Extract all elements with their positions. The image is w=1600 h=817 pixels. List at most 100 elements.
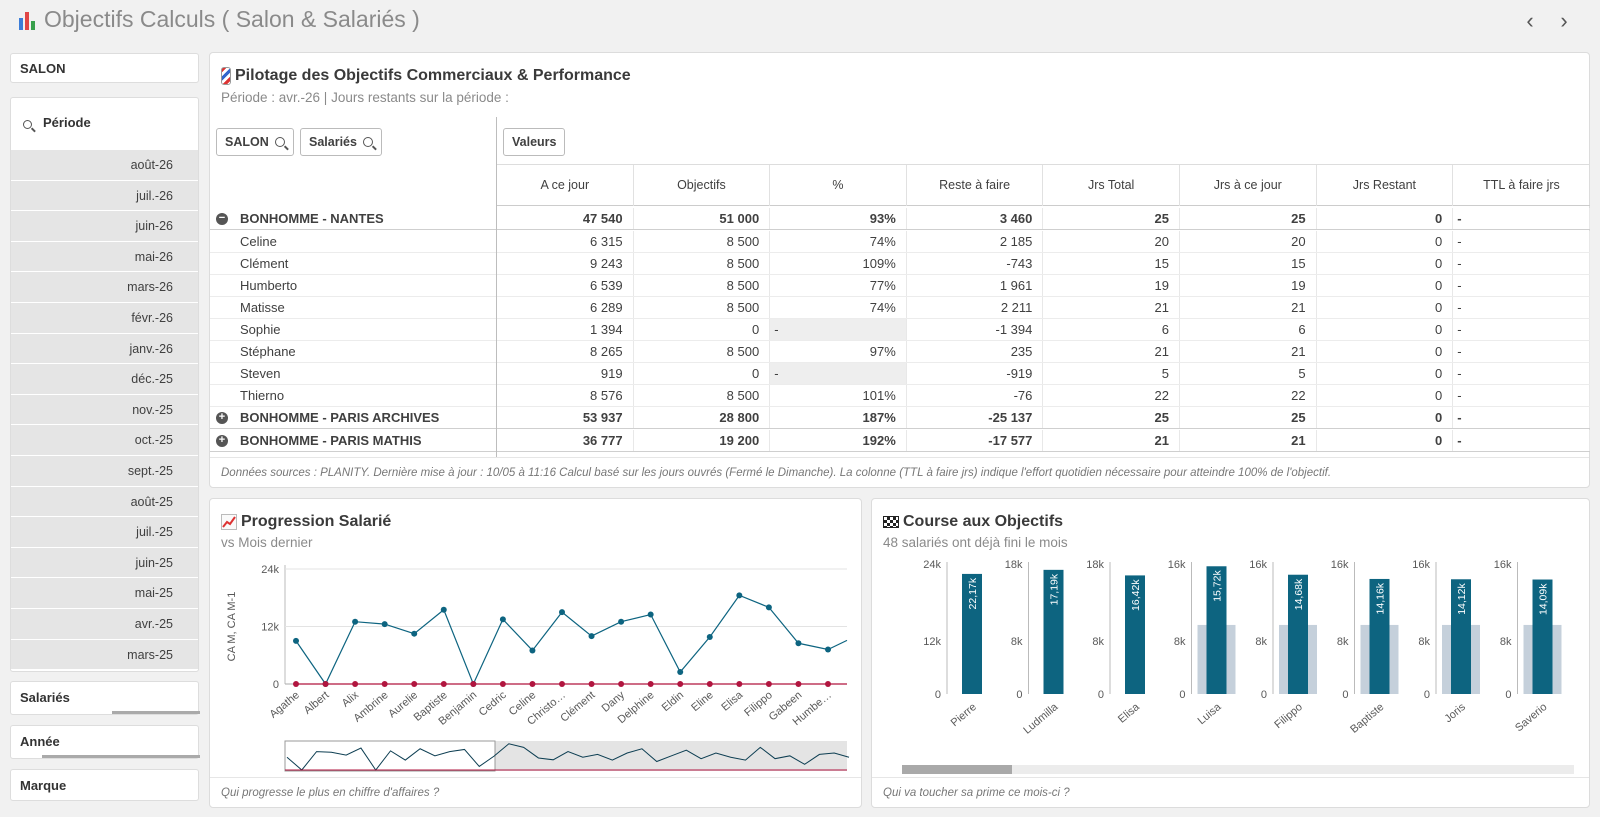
data-point[interactable]	[765, 681, 772, 687]
data-point[interactable]	[677, 681, 684, 687]
periode-option[interactable]: juil.-26	[11, 180, 198, 212]
column-header[interactable]: Jrs à ce jour	[1180, 165, 1317, 206]
data-point[interactable]	[588, 681, 595, 687]
row-label[interactable]: BONHOMME - NANTES	[240, 211, 384, 226]
value-bar[interactable]	[1125, 575, 1145, 694]
value-bar[interactable]	[1043, 569, 1064, 694]
data-point[interactable]	[795, 681, 802, 687]
table-cell: 1 961	[907, 275, 1044, 296]
data-point[interactable]	[440, 606, 447, 613]
data-point[interactable]	[529, 647, 536, 654]
expand-icon[interactable]: +	[216, 435, 228, 447]
periode-option[interactable]: mars-25	[11, 639, 198, 671]
data-point[interactable]	[559, 681, 565, 687]
data-point[interactable]	[559, 609, 565, 616]
periode-option[interactable]: déc.-25	[11, 364, 198, 395]
row-divider	[496, 297, 497, 319]
periode-option[interactable]: nov.-25	[11, 394, 198, 426]
data-point[interactable]	[411, 630, 418, 637]
data-point[interactable]	[322, 681, 329, 687]
data-point[interactable]	[618, 618, 625, 625]
periode-option[interactable]: sept.-25	[11, 455, 198, 487]
periode-option[interactable]: juil.-25	[11, 517, 198, 548]
data-point[interactable]	[293, 637, 299, 644]
data-point[interactable]	[706, 681, 713, 687]
data-point[interactable]	[677, 669, 684, 676]
horizontal-scrollbar-track[interactable]	[902, 765, 1574, 774]
pivot-title-text: Pilotage des Objectifs Commerciaux & Per…	[235, 67, 631, 84]
table-cell: 6 315	[497, 231, 634, 252]
data-point[interactable]	[293, 681, 299, 687]
data-point[interactable]	[588, 633, 595, 640]
column-header[interactable]: Reste à faire	[907, 165, 1044, 206]
data-point[interactable]	[352, 681, 359, 687]
data-point[interactable]	[381, 621, 388, 628]
periode-option[interactable]: avr.-25	[11, 608, 198, 640]
values-button[interactable]: Valeurs	[503, 128, 566, 156]
filter-periode[interactable]: Période août-26 juil.-26 juin-26 mai-26 mars…	[10, 97, 199, 672]
data-point[interactable]	[706, 634, 713, 641]
data-point[interactable]	[736, 681, 743, 687]
navigator-selection[interactable]	[284, 740, 496, 772]
data-point[interactable]	[411, 681, 418, 687]
periode-option[interactable]: juin-25	[11, 547, 198, 579]
data-point[interactable]	[647, 681, 654, 687]
dimension-salaries-button[interactable]: Salariés	[300, 128, 382, 156]
data-point[interactable]	[499, 681, 506, 687]
table-row: Thierno 8 576 8 500 101% -76 22 22 0-	[210, 385, 1590, 407]
data-point[interactable]	[470, 681, 477, 687]
column-header[interactable]: %	[770, 165, 907, 206]
range-navigator[interactable]	[284, 740, 850, 772]
data-point[interactable]	[499, 616, 506, 623]
data-point[interactable]	[795, 640, 802, 647]
value-bar[interactable]	[1451, 579, 1471, 694]
course-bar-chart[interactable]: 24k 12k 0 22,17k Pierre 18k 8k 0 17,19k Ludmilla 1…	[872, 554, 1590, 804]
periode-option[interactable]: juin-26	[11, 211, 198, 242]
collapse-icon[interactable]: −	[216, 213, 228, 225]
filter-marque[interactable]: Marque	[10, 769, 199, 801]
periode-option[interactable]: mars-26	[11, 272, 198, 303]
periode-option[interactable]: févr.-26	[11, 302, 198, 334]
data-point[interactable]	[765, 604, 772, 611]
value-bar[interactable]	[1532, 579, 1553, 694]
row-label[interactable]: BONHOMME - PARIS ARCHIVES	[240, 410, 440, 425]
table-cell: 0	[1317, 319, 1454, 340]
data-point[interactable]	[352, 618, 359, 625]
filter-salon[interactable]: SALON	[10, 53, 199, 83]
filter-periode-header[interactable]: Période	[11, 98, 198, 150]
value-bar[interactable]	[1369, 578, 1390, 694]
data-point[interactable]	[440, 681, 447, 687]
data-point[interactable]	[647, 611, 654, 618]
periode-option[interactable]: janv.-26	[11, 333, 198, 365]
horizontal-scrollbar-thumb[interactable]	[902, 765, 1012, 774]
column-header[interactable]: TTL à faire jrs	[1483, 178, 1560, 192]
value-bar[interactable]	[1288, 574, 1308, 694]
value-bar[interactable]	[962, 573, 982, 694]
data-point[interactable]	[529, 681, 536, 687]
periode-option[interactable]: oct.-25	[11, 425, 198, 456]
filter-annee[interactable]: Année	[10, 725, 200, 759]
dimension-salon-button[interactable]: SALON	[216, 128, 294, 156]
data-point[interactable]	[381, 681, 388, 687]
column-header[interactable]: Jrs Total	[1043, 165, 1180, 206]
data-point[interactable]	[618, 681, 625, 687]
data-point[interactable]	[736, 592, 743, 599]
column-header[interactable]: Jrs Restant	[1317, 165, 1454, 206]
column-header[interactable]: Objectifs	[634, 165, 771, 206]
barber-pole-icon	[221, 67, 231, 85]
periode-option[interactable]: mai-25	[11, 578, 198, 609]
periode-option[interactable]: août-26	[11, 150, 198, 181]
column-header[interactable]: A ce jour	[497, 165, 634, 206]
previous-sheet-button[interactable]: ‹	[1526, 8, 1534, 33]
next-sheet-button[interactable]: ›	[1560, 8, 1568, 33]
row-label[interactable]: BONHOMME - PARIS MATHIS	[240, 433, 422, 448]
data-point[interactable]	[825, 646, 831, 653]
table-cell: 8 265	[497, 341, 634, 362]
expand-icon[interactable]: +	[216, 412, 228, 424]
periode-option[interactable]: août-25	[11, 486, 198, 518]
value-bar[interactable]	[1206, 566, 1227, 694]
filter-salaries[interactable]: Salariés	[10, 681, 200, 715]
data-point[interactable]	[825, 681, 831, 687]
periode-option[interactable]: mai-26	[11, 241, 198, 273]
